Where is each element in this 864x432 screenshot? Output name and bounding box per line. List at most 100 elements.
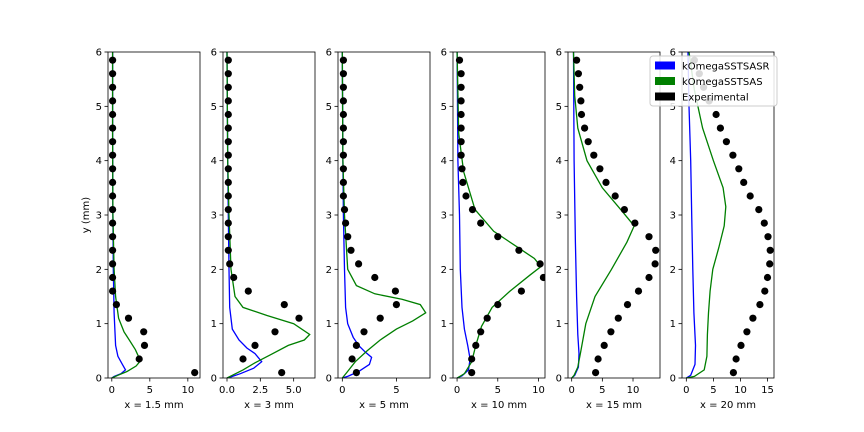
experimental-point — [634, 287, 643, 295]
experimental-point — [737, 341, 745, 349]
axes-frame — [107, 51, 201, 379]
experimental-point — [226, 260, 234, 268]
experimental-point — [278, 369, 286, 377]
experimental-point — [251, 341, 259, 349]
experimental-point — [712, 110, 720, 119]
experimental-point — [339, 56, 347, 64]
experimental-point — [457, 151, 465, 159]
experimental-point — [743, 328, 751, 336]
y-tick-label: 3 — [556, 211, 562, 222]
x-tick-label: 10 — [181, 385, 194, 396]
y-tick-label: 6 — [326, 48, 332, 59]
experimental-point — [109, 192, 117, 200]
experimental-point — [459, 178, 467, 186]
experimental-point — [352, 369, 360, 377]
experimental-point — [342, 219, 350, 227]
experimental-point — [756, 301, 764, 309]
experimental-point — [109, 233, 117, 241]
experimental-point — [109, 124, 117, 132]
experimental-point — [645, 273, 653, 282]
experimental-point — [109, 273, 117, 282]
experimental-point — [191, 369, 199, 377]
experimental-point — [271, 328, 279, 336]
y-tick-label: 0 — [211, 374, 217, 385]
experimental-point — [607, 328, 615, 336]
x-axis-label: x = 20 mm — [700, 400, 756, 411]
experimental-point — [735, 165, 743, 173]
y-tick-label: 3 — [441, 211, 447, 222]
x-tick-label: 5.0 — [286, 385, 302, 396]
experimental-point — [477, 328, 485, 336]
experimental-point — [457, 70, 465, 78]
y-tick-label: 6 — [96, 48, 102, 59]
y-tick-label: 6 — [670, 48, 676, 59]
experimental-point — [339, 124, 347, 132]
experimental-point — [536, 260, 544, 268]
experimental-point — [224, 83, 232, 91]
y-tick-label: 4 — [326, 156, 332, 167]
x-axis-label: x = 10 mm — [471, 400, 527, 411]
y-tick-label: 0 — [96, 374, 102, 385]
plot-area — [339, 52, 427, 378]
x-tick-label: 5 — [599, 385, 605, 396]
axes-frame — [681, 51, 775, 379]
x-tick-label: 0 — [568, 385, 574, 396]
x-tick-label: 15 — [761, 385, 774, 396]
experimental-point — [764, 233, 772, 241]
experimental-point — [573, 56, 581, 64]
experimental-point — [766, 260, 774, 268]
x-tick-label: 5 — [710, 385, 716, 396]
experimental-point — [763, 273, 772, 282]
plot-area — [109, 52, 199, 378]
series-line-komegasstsasr — [456, 52, 471, 378]
y-tick-label: 1 — [670, 319, 676, 330]
y-tick-label: 3 — [96, 211, 102, 222]
experimental-point — [109, 260, 117, 268]
experimental-point — [457, 83, 465, 91]
series-line-komegasstsas — [571, 52, 635, 378]
experimental-point — [455, 56, 464, 64]
experimental-point — [347, 246, 355, 254]
y-tick-label: 2 — [326, 265, 332, 276]
experimental-point — [623, 301, 632, 309]
experimental-point — [339, 83, 347, 91]
y-tick-label: 1 — [441, 319, 447, 330]
experimental-point — [602, 178, 610, 186]
series-line-komegasstsasr — [685, 52, 697, 378]
experimental-point — [344, 233, 352, 241]
x-tick-label: 0 — [454, 385, 460, 396]
series-line-komegasstsas — [456, 52, 542, 378]
y-tick-label: 4 — [556, 156, 562, 167]
experimental-point — [761, 287, 769, 295]
experimental-point — [109, 110, 117, 119]
experimental-point — [109, 138, 117, 146]
y-tick-label: 0 — [670, 374, 676, 385]
experimental-point — [611, 192, 619, 200]
y-tick-label: 5 — [96, 102, 102, 113]
y-tick-label: 1 — [211, 319, 217, 330]
experimental-point — [468, 369, 476, 377]
x-tick-label: 2.5 — [252, 385, 268, 396]
experimental-point — [109, 165, 117, 173]
experimental-point — [600, 341, 608, 349]
subplot-panel: 0 1 2 3 4 5 6 0 5 10 x = 15 mm — [556, 48, 661, 411]
experimental-point — [722, 138, 731, 146]
experimental-point — [109, 97, 117, 105]
y-tick-label: 2 — [441, 265, 447, 276]
experimental-point — [224, 124, 232, 132]
experimental-point — [109, 178, 117, 186]
experimental-point — [457, 97, 465, 105]
x-tick-label: 0 — [683, 385, 689, 396]
x-axis-label: x = 5 mm — [359, 400, 409, 411]
experimental-point — [109, 56, 117, 64]
experimental-point — [515, 246, 523, 254]
x-tick-label: 5 — [393, 385, 399, 396]
experimental-point — [224, 206, 232, 214]
experimental-point — [746, 192, 754, 200]
series-line-komegasstsas — [686, 52, 727, 378]
y-tick-label: 2 — [211, 265, 217, 276]
experimental-point — [729, 151, 737, 159]
y-tick-label: 3 — [326, 211, 332, 222]
experimental-point — [740, 178, 748, 186]
experimental-point — [517, 287, 526, 295]
